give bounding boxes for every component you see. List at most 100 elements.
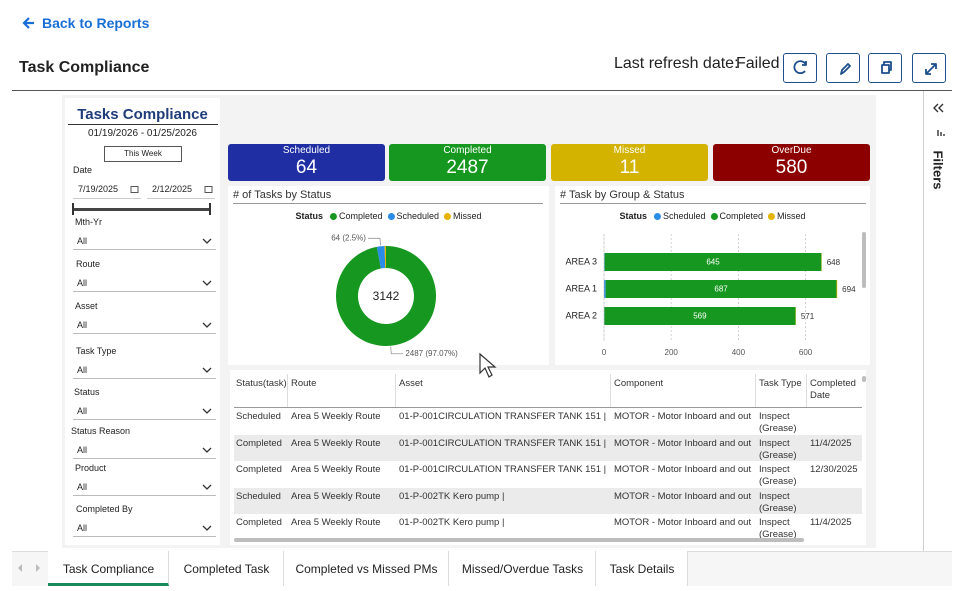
legend: Status Scheduled Completed Missed [619,211,805,221]
date-value: 2/12/2025 [152,184,193,194]
date-input[interactable]: 7/19/2025 [73,181,141,199]
legend-swatch [444,212,452,220]
table-cell: Area 5 Weekly Route [291,490,381,502]
tab-label: Completed Task [183,562,270,576]
table-cell: 01-P-002TK Kero pump | [399,517,505,528]
slider-handle[interactable] [72,203,74,215]
kpi-value: 11 [619,157,640,178]
filters-label: Filters [930,150,946,190]
dropdown-value: All [77,320,88,330]
table-scrollbar-h [234,538,804,542]
dropdown[interactable]: All [73,316,216,334]
legend-swatch [653,212,661,220]
column-header: Task Type [759,378,802,389]
table-row [234,408,862,435]
table-row [234,434,862,461]
legend: Status Completed Scheduled Missed [295,211,481,221]
data-label: 569 [693,312,707,321]
x-tick-label: 600 [799,348,813,357]
table-cell: 11/4/2025 [810,437,852,449]
title-rule [233,203,543,204]
chevron [202,280,212,286]
tab[interactable]: Completed Task [169,551,284,586]
table-row [234,514,862,541]
back-link[interactable]: Back to Reports [42,15,150,31]
toolbar-button[interactable] [868,53,902,83]
table-cell: Completed [236,517,282,528]
slider-handle[interactable] [209,203,211,215]
x-tick-label: 400 [732,348,746,357]
dropdown-label: Completed By [76,504,133,514]
refresh-status: Failed [736,55,780,72]
table-cell: 01-P-001CIRCULATION TRANSFER TANK 151 | [399,464,607,475]
button-icon [840,63,851,75]
legend-text: Completed [719,211,764,221]
table-cell: Area 5 Weekly Route [291,464,381,475]
legend-item: Scheduled [653,211,706,221]
column-divider [755,374,756,408]
legend-item: Missed [768,211,806,221]
dropdown-value: All [77,482,88,492]
date-range: 01/19/2026 - 01/25/2026 [88,128,197,139]
title-rule [560,203,866,204]
total-label: 571 [801,312,815,321]
chevron [202,322,212,328]
table-cell: 01-P-002TK Kero pump | [399,490,505,502]
slicer-title: Tasks Compliance [77,106,208,123]
data-label: 64 (2.5%) [331,233,366,242]
legend-item: Completed [329,211,382,221]
column-divider [806,374,807,408]
table-cell: Area 5 Weekly Route [291,437,381,449]
table-cell: Scheduled [236,411,281,422]
table-cell: 12/30/2025 [810,464,858,475]
data-label: 2487 (97.07%) [405,349,458,358]
icon-glyph [881,61,892,74]
tab[interactable]: Missed/Overdue Tasks [449,551,596,586]
tab[interactable]: Task Details [596,551,688,586]
date-input[interactable]: 2/12/2025 [147,181,215,199]
bar-segment [604,253,822,271]
toolbar-button[interactable] [826,53,860,83]
table-cell: MOTOR - Motor Inboard and out [614,490,752,502]
dropdown-label: Status Reason [71,426,131,436]
toolbar-button[interactable] [783,53,817,83]
dropdown[interactable]: All [73,441,216,459]
table-cell: Area 5 Weekly Route [291,411,381,422]
legend-title: Status [295,211,323,221]
header-rule [12,90,952,91]
dropdown[interactable]: All [73,361,216,379]
table-cell: 01-P-001CIRCULATION TRANSFER TANK 151 | [399,437,607,449]
table-cell: MOTOR - Motor Inboard and out [614,517,752,528]
legend-text: Missed [453,211,482,221]
legend-text: Scheduled [662,211,706,221]
chevron-glyph [202,322,212,328]
date-slider-track [73,208,211,211]
category-label: AREA 2 [565,310,597,320]
dropdown[interactable]: All [73,232,216,250]
dropdown[interactable]: All [73,478,216,496]
dropdown[interactable]: All [73,402,216,420]
dropdown-value: All [77,445,88,455]
dropdown[interactable]: All [73,519,216,537]
toolbar-button[interactable] [912,53,946,83]
this-week-button[interactable]: This Week [104,146,182,162]
tab-label: Task Details [609,562,675,576]
tab[interactable]: Completed vs Missed PMs [284,551,449,586]
icon-glyph [793,60,807,75]
calendar-glyph [204,186,213,193]
dropdown-label: Task Type [76,346,117,356]
chevron [202,484,212,490]
column-header: Asset [399,378,423,389]
tab-scroll-arrows [18,564,40,572]
filter-icon [937,130,945,136]
tab[interactable]: Task Compliance [48,551,169,586]
slicer-panel: Tasks Compliance 01/19/2026 - 01/25/2026 T… [65,98,220,545]
button-icon [793,60,807,75]
x-tick-label: 0 [602,348,607,357]
table-cell: Inspect (Grease) [759,464,797,487]
date-label: Date [73,165,93,175]
table-panel: Status(task) Route Asset Component Task Type… [230,370,866,545]
donut-slice [376,246,386,269]
dropdown[interactable]: All [73,274,216,292]
